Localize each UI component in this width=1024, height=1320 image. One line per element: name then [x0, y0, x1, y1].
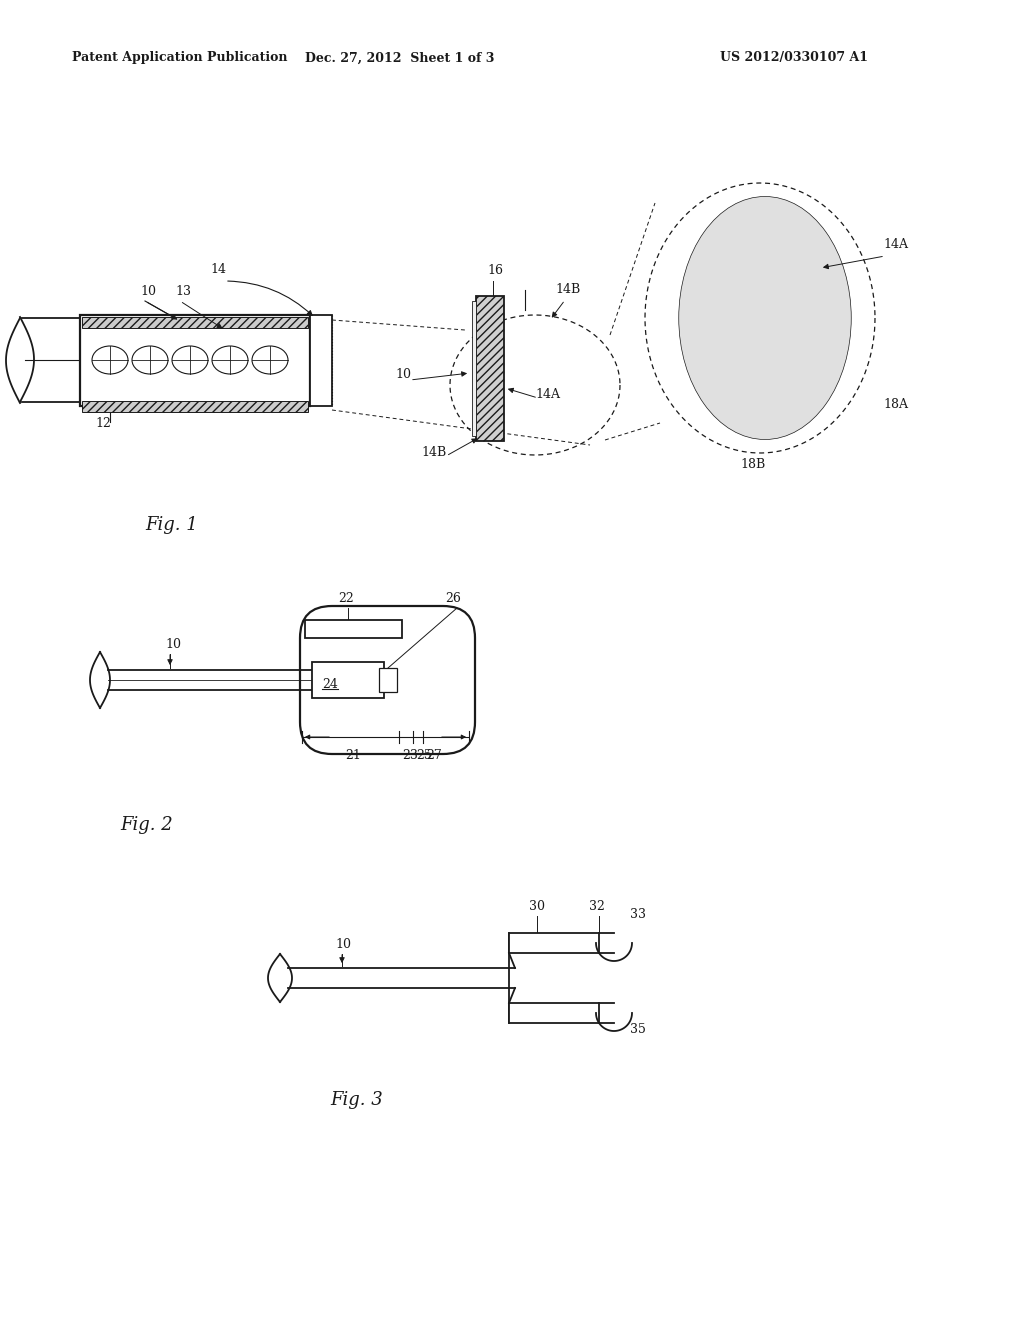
Text: 30: 30 [529, 900, 545, 913]
Bar [509, 933, 599, 953]
Text: 18B: 18B [740, 458, 765, 471]
Text: 10: 10 [335, 939, 351, 950]
Ellipse shape [679, 197, 851, 440]
Bar [80, 315, 310, 407]
Text: 22: 22 [338, 591, 353, 605]
Text: 10: 10 [140, 285, 156, 298]
Bar [476, 296, 504, 441]
Bar [305, 620, 402, 638]
Bar [509, 1003, 599, 1023]
Text: 14B: 14B [421, 446, 446, 459]
Text: Fig. 1: Fig. 1 [145, 516, 198, 535]
Bar [82, 401, 308, 412]
Text: 12: 12 [95, 417, 111, 430]
Text: 14B: 14B [555, 282, 581, 296]
Text: 14: 14 [210, 263, 226, 276]
Text: US 2012/0330107 A1: US 2012/0330107 A1 [720, 51, 868, 65]
FancyBboxPatch shape [300, 606, 475, 754]
Text: 25: 25 [416, 748, 432, 762]
Text: 33: 33 [630, 908, 646, 921]
Text: 16: 16 [487, 264, 503, 277]
Text: 35: 35 [630, 1023, 646, 1036]
Bar [82, 317, 308, 327]
Bar [379, 668, 397, 692]
Text: 10: 10 [165, 638, 181, 651]
Text: 14A: 14A [535, 388, 560, 401]
Text: 10: 10 [395, 368, 411, 381]
Text: 13: 13 [175, 285, 191, 298]
Bar [472, 301, 476, 436]
Text: Patent Application Publication: Patent Application Publication [72, 51, 288, 65]
Text: 21: 21 [345, 748, 360, 762]
Bar [312, 663, 384, 698]
Text: 26: 26 [445, 591, 461, 605]
Text: Fig. 3: Fig. 3 [330, 1092, 383, 1109]
Text: Dec. 27, 2012  Sheet 1 of 3: Dec. 27, 2012 Sheet 1 of 3 [305, 51, 495, 65]
Text: 24: 24 [323, 677, 338, 690]
Text: Fig. 2: Fig. 2 [120, 816, 173, 834]
Text: 14A: 14A [883, 238, 908, 251]
Text: 18A: 18A [883, 399, 908, 411]
Text: 23: 23 [402, 748, 418, 762]
Text: 32: 32 [589, 900, 605, 913]
Text: 27: 27 [426, 748, 441, 762]
Bar [310, 315, 332, 407]
